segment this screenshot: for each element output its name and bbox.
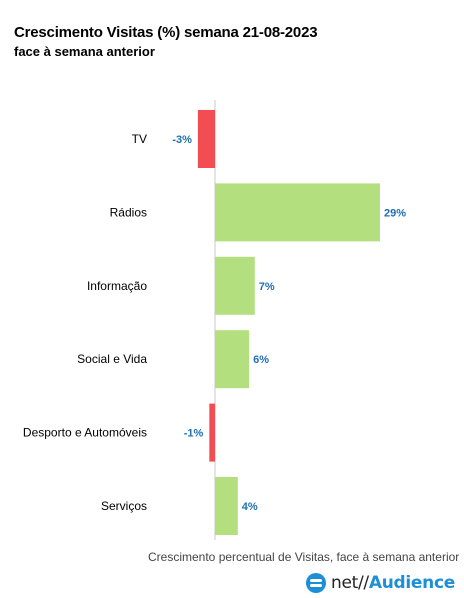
value-label-3: 6% [253, 354, 269, 366]
bar-3 [215, 330, 250, 389]
category-label-3: Social e Vida [77, 352, 147, 366]
category-label-2: Informação [87, 279, 147, 293]
value-label-0: -3% [172, 134, 192, 146]
bar-4 [209, 403, 215, 462]
chart-title: Crescimento Visitas (%) semana 21-08-202… [14, 24, 318, 41]
bar-0 [197, 110, 215, 168]
logo-prefix: net// [331, 573, 369, 593]
x-axis-label: Crescimento percentual de Visitas, face … [148, 550, 460, 564]
bar-chart: TV -3% Rádios 29% Informação 7% Social e Vida 6… [23, 100, 406, 540]
value-label-5: 4% [242, 501, 258, 513]
category-label-1: Rádios [110, 205, 147, 219]
category-label-0: TV [132, 132, 147, 146]
chart-subtitle: face à semana anterior [14, 44, 155, 59]
logo-name: Audience [368, 573, 455, 593]
logo-wordmark: net//Audience [331, 573, 455, 593]
value-label-4: -1% [184, 428, 204, 440]
bar-2 [215, 256, 255, 315]
value-label-1: 29% [384, 207, 406, 219]
category-label-5: Serviços [101, 499, 147, 513]
bar-5 [215, 477, 238, 535]
bar-1 [215, 183, 380, 242]
category-label-4: Desporto e Automóveis [23, 426, 147, 440]
value-label-2: 7% [259, 281, 275, 293]
netaudience-logo-icon [306, 573, 326, 593]
netaudience-logo: net//Audience [306, 573, 455, 593]
